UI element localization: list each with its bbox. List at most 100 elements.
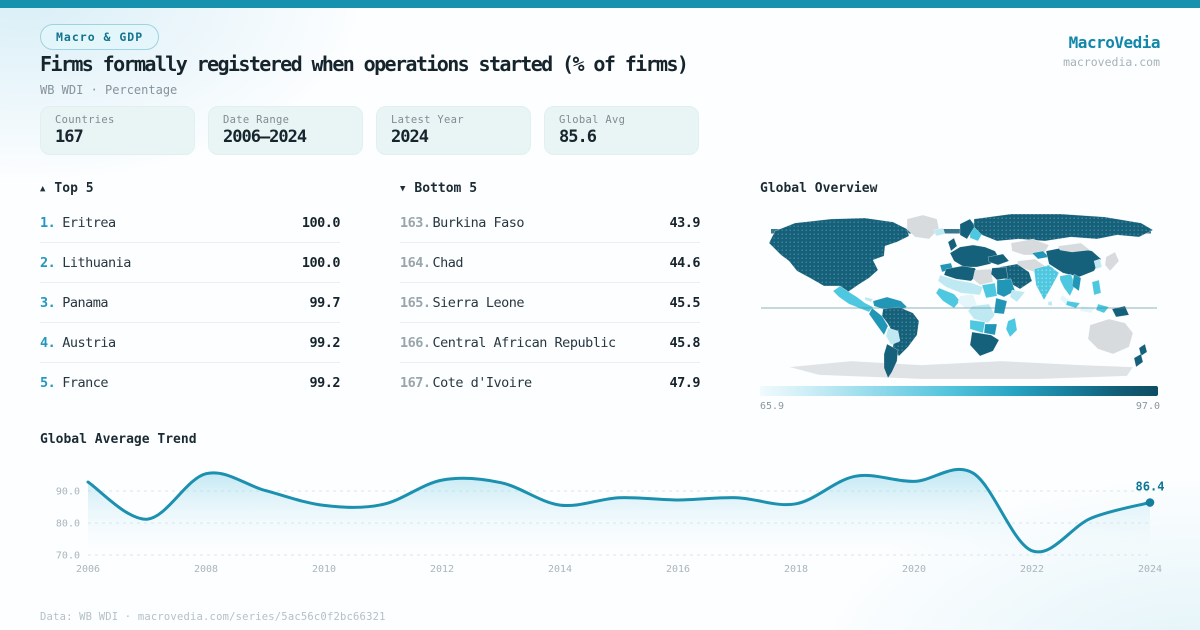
stat-card: Global Avg 85.6 — [544, 106, 699, 155]
rank: 163. — [400, 214, 431, 231]
sahel — [937, 274, 984, 296]
horn-of-africa — [1009, 289, 1026, 303]
stat-label: Latest Year — [391, 114, 464, 126]
brand-domain: macrovedia.com — [1063, 55, 1160, 69]
rank: 4. — [40, 334, 56, 351]
stat-card: Date Range 2006—2024 — [208, 106, 363, 155]
brand-block: MacroVedia macrovedia.com — [1063, 33, 1160, 69]
bottom5-list: ▼ Bottom 5 163. Burkina Faso 43.9 164. Chad 4… — [400, 181, 700, 403]
rank: 167. — [400, 375, 431, 391]
top5-rows: 1. Eritrea 100.0 2. Lithuania 100.0 3. Panama 99… — [40, 203, 341, 403]
page-title: Firms formally registered when operation… — [40, 52, 689, 76]
sulawesi — [1079, 305, 1096, 314]
country-value: 99.2 — [309, 334, 340, 351]
myanmar-thailand — [1059, 273, 1076, 297]
trend-line — [86, 467, 1152, 554]
stat-value: 2006—2024 — [223, 127, 307, 147]
country-name: Lithuania — [62, 254, 131, 271]
bolivia-paraguay — [885, 327, 901, 346]
x-axis-label: 2008 — [194, 564, 218, 575]
bottom5-header: ▼ Bottom 5 — [400, 181, 700, 196]
brazil — [881, 306, 920, 357]
stat-label: Countries — [55, 114, 115, 126]
list-row: 165. Sierra Leone 45.5 — [400, 283, 700, 323]
caribbean — [864, 296, 874, 303]
choropleth-colorbar — [760, 386, 1158, 396]
philippines — [1091, 279, 1102, 296]
x-axis-label: 2012 — [430, 564, 454, 575]
iceland — [933, 227, 946, 237]
chad — [981, 282, 998, 299]
mexico-central-america — [832, 285, 874, 313]
brand-name: MacroVedia — [1068, 33, 1161, 52]
rank: 166. — [400, 334, 431, 351]
country-name: Burkina Faso — [432, 214, 525, 231]
stat-value: 85.6 — [559, 127, 597, 147]
egypt — [990, 266, 1009, 281]
country-name: Eritrea — [62, 214, 116, 231]
australia — [1087, 318, 1134, 355]
rank: 2. — [40, 254, 56, 271]
north-america — [768, 217, 910, 293]
new-zealand-north — [1138, 343, 1148, 357]
antarctica — [788, 360, 1134, 380]
stat-label: Global Avg — [559, 114, 626, 126]
y-axis-label: 90.0 — [56, 487, 80, 498]
arrow-down-icon: ▼ — [400, 183, 406, 194]
rank: 5. — [40, 375, 56, 391]
x-axis-label: 2018 — [784, 564, 808, 575]
papua-new-guinea — [1111, 305, 1130, 318]
page-subtitle: WB WDI · Percentage — [40, 83, 178, 97]
stat-card: Latest Year 2024 — [376, 106, 531, 155]
mongolia — [1057, 242, 1091, 253]
x-axis-label: 2024 — [1138, 564, 1162, 575]
trend-area — [88, 469, 1150, 558]
country-name: Austria — [62, 334, 116, 351]
world-map — [761, 213, 1157, 380]
madagascar — [1005, 317, 1018, 338]
country-name: Panama — [62, 294, 109, 311]
country-value: 99.2 — [309, 375, 340, 391]
list-row: 3. Panama 99.7 — [40, 283, 340, 323]
colorbar-scale: 65.9 97.0 — [760, 401, 1160, 412]
new-zealand-south — [1133, 353, 1144, 368]
russia — [973, 213, 1154, 242]
rank: 165. — [400, 294, 431, 311]
united-kingdom — [947, 237, 958, 252]
stat-value: 167 — [55, 127, 84, 147]
top5-header: ▲ Top 5 — [40, 181, 340, 196]
arrow-up-icon: ▲ — [40, 183, 46, 194]
end-value-label: 86.4 — [1136, 480, 1165, 494]
stat-label: Date Range — [223, 114, 290, 126]
country-value: 45.5 — [669, 294, 700, 311]
x-axis-label: 2014 — [548, 564, 572, 575]
greenland — [906, 214, 940, 240]
global-overview-panel: Global Overview — [760, 181, 1160, 412]
stats-row: Countries 167 Date Range 2006—2024 Latest Ye… — [40, 106, 699, 155]
argentina-chile — [883, 343, 899, 379]
scale-max-label: 97.0 — [1135, 401, 1160, 412]
congo — [967, 303, 996, 324]
korea — [1093, 258, 1103, 270]
japan — [1104, 251, 1120, 272]
country-name: Sierra Leone — [432, 294, 525, 311]
maluku — [1095, 303, 1110, 314]
country-value: 100.0 — [301, 214, 341, 231]
peru — [868, 307, 889, 336]
stat-card: Countries 167 — [40, 106, 195, 155]
x-axis-label: 2020 — [902, 564, 926, 575]
turkey — [987, 253, 1010, 266]
category-badge: Macro & GDP — [40, 24, 160, 50]
sudan — [996, 278, 1016, 298]
list-row: 2. Lithuania 100.0 — [40, 243, 341, 283]
country-value: 44.6 — [669, 254, 700, 271]
zambia-zimbabwe — [983, 323, 998, 336]
rank: 1. — [40, 214, 56, 231]
country-value: 99.7 — [309, 294, 340, 311]
x-axis-label: 2010 — [312, 564, 336, 575]
top5-list: ▲ Top 5 1. Eritrea 100.0 2. Lithuania 100.0 3.… — [40, 181, 341, 403]
bottom5-header-label: Bottom 5 — [414, 181, 478, 196]
east-africa — [993, 297, 1008, 315]
country-name: Cote d'Ivoire — [432, 375, 533, 391]
java-borneo — [1065, 300, 1081, 309]
